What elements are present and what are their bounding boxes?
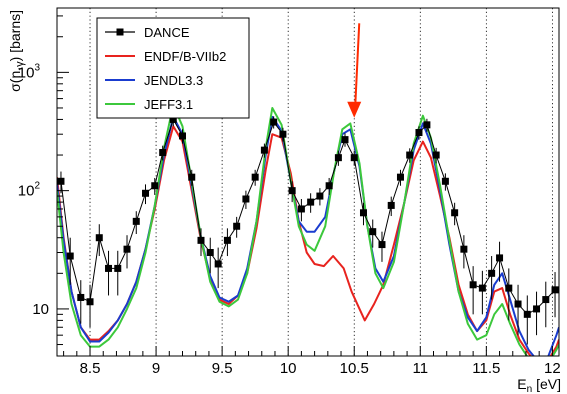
data-point [95,234,103,242]
data-point [123,245,131,253]
data-point [66,252,74,260]
data-point [341,136,349,144]
legend-marker [116,28,124,36]
x-axis-title: En [eV] [517,376,561,394]
x-tick-label: 10.5 [340,360,369,377]
data-point [223,236,231,244]
legend-label: JEFF3.1 [144,97,193,112]
y-tick-label: 10 [32,301,49,318]
data-point [233,222,241,230]
y-tick-label-base: 10 [18,183,35,200]
data-point [105,264,113,272]
data-point [406,151,414,159]
data-point [57,177,65,185]
data-point [114,264,122,272]
dance-data [57,113,559,345]
data-point [169,115,177,123]
data-point [77,293,85,301]
plot-area [57,104,559,356]
arrow-shaft [354,23,361,106]
data-point [297,205,305,213]
legend-label: ENDF/B-VIIb2 [144,49,226,64]
data-point [242,195,250,203]
data-point [396,173,404,181]
y-tick-label-base: 10 [18,64,35,81]
legend-label: JENDL3.3 [144,73,203,88]
data-point [279,130,287,138]
data-point [188,173,196,181]
data-point [432,151,440,159]
y-axis-title: σ(n,γ) [barns] [7,10,26,92]
data-point [359,209,367,217]
data-point [197,236,205,244]
data-point [460,245,468,253]
data-point [260,146,268,154]
data-point [307,198,315,206]
data-point [179,132,186,140]
data-point [469,281,477,289]
annotation [347,23,362,118]
x-tick-label: 10 [280,360,297,377]
data-point [423,121,431,129]
data-point [132,217,140,225]
data-point [334,154,342,162]
x-tick-label: 9.5 [212,360,233,377]
data-point [159,149,167,157]
data-point [325,182,333,190]
series-line-jeff3-1 [57,104,559,356]
x-axis: 8.5 9 9.5 10 10.5 11 11.5 12 [63,346,561,377]
y-tick-label-exponent: 2 [34,181,40,192]
data-point [86,298,94,306]
data-point [441,177,449,185]
data-point [251,173,259,181]
x-tick-label: 9 [152,360,160,377]
data-point [523,310,531,318]
data-point [316,192,324,200]
data-point [214,260,222,268]
x-tick-label: 11 [413,360,429,377]
data-point [542,296,550,304]
data-point [151,182,159,190]
data-point [142,189,150,197]
data-point [488,269,496,277]
data-point [270,118,278,126]
data-point [369,228,377,236]
plot-frame [56,7,560,357]
series-line-jendl3-3 [57,115,559,356]
data-point [378,241,386,249]
data-point [206,248,214,256]
x-tick-label: 11.5 [472,360,500,377]
data-point [387,201,395,209]
data-point [533,305,541,313]
data-point [288,187,296,195]
data-point [478,284,486,292]
y-tick-label-exponent: 3 [34,62,40,73]
x-tick-label: 12 [544,360,561,377]
data-point [350,154,358,162]
data-point [451,209,459,217]
y-tick-label: 102 [18,181,41,200]
data-point [415,129,423,137]
legend-box [96,17,250,119]
data-point [496,254,504,262]
data-point [551,286,559,294]
x-tick-label: 8.5 [80,360,101,377]
model-curves [57,104,559,356]
legend: DANCE ENDF/B-VIIb2 JENDL3.3 JEFF3.1 [96,17,250,119]
data-point [514,300,522,308]
legend-label: DANCE [144,25,190,40]
arrow-head [347,101,362,118]
y-tick-label: 103 [18,62,41,81]
data-point [505,284,513,292]
